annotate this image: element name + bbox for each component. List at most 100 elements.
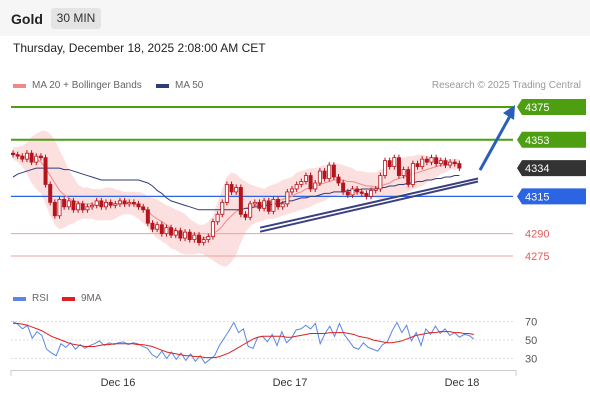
candle-body [313, 182, 318, 190]
candle-body [192, 234, 197, 241]
candle-body [85, 206, 90, 211]
candle-body [183, 231, 188, 239]
candle-body [327, 164, 332, 179]
candle-body [20, 155, 25, 160]
candle-body [224, 184, 229, 203]
candle-body [369, 190, 374, 197]
legend-rsi: RSI [13, 293, 49, 304]
candle-body [220, 201, 225, 215]
candle-body [289, 188, 294, 193]
candle-body [410, 163, 415, 185]
level-tag-4375 [517, 99, 586, 115]
chart-datetime: Thursday, December 18, 2025 2:08:00 AM C… [13, 41, 266, 55]
candle-body [266, 200, 271, 212]
timeframe-button[interactable]: 30 MIN [51, 8, 101, 29]
candle-body [415, 163, 420, 167]
candle-body [396, 157, 401, 176]
candle-body [173, 230, 178, 236]
level-tag-4315 [517, 188, 586, 205]
candle-body [322, 170, 327, 179]
level-label-4334: 4334 [525, 163, 549, 175]
candle-body [159, 224, 164, 235]
rsi-line [12, 321, 475, 364]
candle-body [285, 191, 290, 205]
candle-body [424, 158, 429, 163]
candle-body [113, 203, 118, 206]
candle-body [169, 227, 174, 236]
x-tick-label: Dec 17 [273, 377, 308, 389]
candle-body [457, 163, 462, 169]
candle-body [76, 203, 81, 211]
level-label-4375: 4375 [525, 102, 549, 114]
candle-body [206, 236, 211, 241]
candle-body [164, 227, 169, 235]
candle-body [29, 152, 34, 163]
candle-body [80, 203, 85, 211]
candle-body [34, 155, 39, 163]
candle-body [71, 200, 76, 211]
candle-body [131, 201, 136, 205]
rsi-tick-70: 70 [525, 317, 537, 329]
candle-body [257, 201, 262, 209]
legend-ma-bb-label: MA 20 + Bollinger Bands [32, 80, 142, 91]
candles [10, 150, 462, 246]
candle-body [317, 170, 322, 184]
candle-body [299, 181, 304, 185]
x-tick-label: Dec 16 [101, 377, 136, 389]
candle-body [238, 187, 243, 215]
x-tick-label: Dec 18 [445, 377, 480, 389]
candle-body [359, 191, 364, 194]
credit-text: Research © 2025 Trading Central [431, 80, 581, 91]
candle-body [331, 164, 336, 178]
level-tag-4353 [517, 131, 586, 148]
ma50-line [12, 167, 460, 211]
candle-body [434, 157, 439, 165]
top-bar: Gold 30 MIN [0, 0, 590, 36]
candle-body [122, 200, 127, 205]
candle-body [99, 200, 104, 208]
candle-body [52, 201, 57, 217]
candle-body [117, 200, 122, 205]
candle-body [187, 231, 192, 241]
candle-body [62, 198, 67, 208]
legend-ma50: MA 50 [156, 80, 203, 91]
rsi-tick-50: 50 [525, 335, 537, 347]
candle-body [341, 182, 346, 193]
projection-arrow-head [503, 105, 515, 120]
legend-9ma: 9MA [62, 293, 102, 304]
candle-body [350, 188, 355, 196]
candle-body [48, 184, 53, 203]
legend-ma50-label: MA 50 [175, 80, 204, 91]
candle-body [229, 184, 234, 193]
ma-bb-swatch [13, 83, 26, 88]
candle-body [401, 169, 406, 176]
candle-body [252, 201, 257, 205]
legend-9ma-label: 9MA [81, 293, 102, 304]
level-label-4275: 4275 [525, 251, 549, 263]
candle-body [43, 157, 48, 185]
trend-line [259, 180, 479, 233]
candle-body [178, 230, 183, 239]
candle-body [141, 206, 146, 211]
candle-body [429, 157, 434, 163]
candle-body [108, 201, 113, 206]
candle-body [201, 239, 206, 243]
ma9-line [13, 322, 474, 359]
candle-body [448, 161, 453, 166]
candle-body [104, 201, 109, 208]
candle-body [38, 155, 43, 159]
candle-body [452, 161, 457, 165]
candle-body [234, 187, 239, 193]
trend-line [259, 177, 479, 229]
legend-ma-bb: MA 20 + Bollinger Bands [13, 80, 142, 91]
x-axis-line [11, 370, 516, 371]
candle-body [378, 175, 383, 190]
candle-body [303, 175, 308, 182]
candle-body [24, 152, 29, 160]
ma50-swatch [156, 83, 169, 88]
candle-body [127, 201, 132, 205]
bollinger-band [13, 130, 460, 267]
candle-body [308, 175, 313, 190]
candle-body [280, 203, 285, 208]
candle-body [392, 157, 397, 168]
